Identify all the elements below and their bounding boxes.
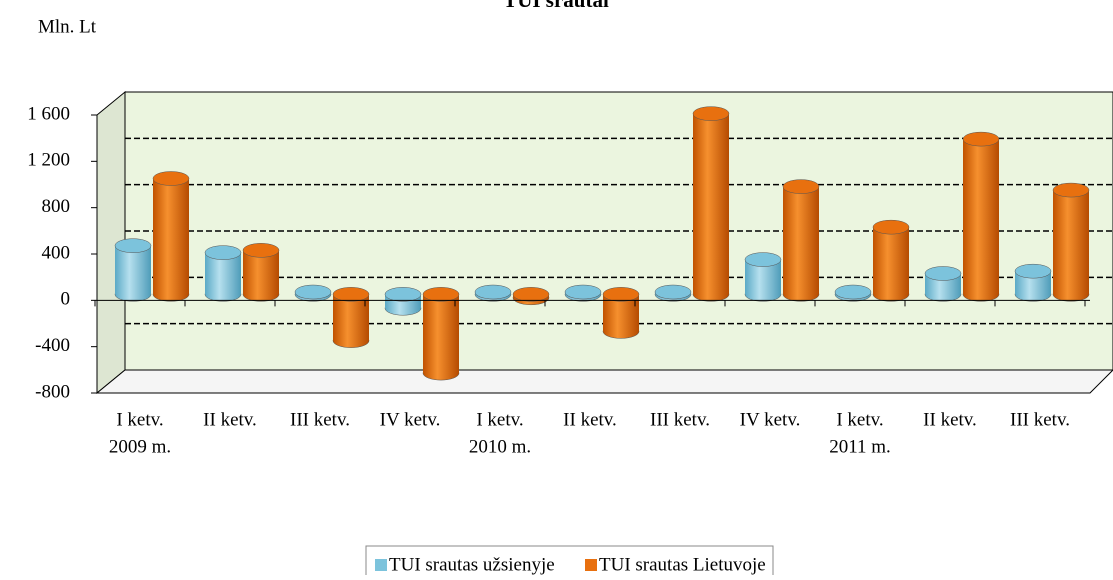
- bar-top: [564, 284, 602, 300]
- bar: [422, 287, 460, 381]
- bar-top: [512, 287, 550, 302]
- y-tick-label: 800: [42, 196, 71, 217]
- bar: [744, 252, 782, 302]
- legend-label: TUI srautas užsienyje: [389, 554, 555, 575]
- bar-body: [783, 186, 819, 295]
- x-tick-label: I ketv.: [836, 409, 883, 430]
- bar-top: [1014, 263, 1052, 279]
- bar: [152, 171, 190, 302]
- bar-top: [692, 106, 730, 121]
- grid: [125, 137, 1113, 325]
- bar-top: [1052, 182, 1090, 198]
- bar-top: [834, 284, 872, 300]
- bar-top: [654, 284, 692, 300]
- bar-top: [924, 266, 962, 281]
- bar: [962, 131, 1000, 302]
- bar: [692, 106, 730, 302]
- legend-box: [365, 545, 774, 580]
- x-tick-label: IV ketv.: [380, 409, 441, 430]
- bar-top: [474, 284, 512, 300]
- bar: [384, 287, 422, 316]
- y-axis-label: Mln. Lt: [38, 16, 97, 37]
- bar: [474, 284, 512, 302]
- bar-body: [153, 178, 189, 295]
- y-tick-label: 1 200: [27, 150, 70, 171]
- x-tick-label: II ketv.: [563, 409, 617, 430]
- x-tick-label: II ketv.: [923, 409, 977, 430]
- bar: [332, 287, 370, 348]
- bar-body: [963, 139, 999, 295]
- x-tick-label: IV ketv.: [740, 409, 801, 430]
- bar-body: [243, 250, 279, 295]
- bar-top: [242, 243, 280, 258]
- floor: [95, 369, 1113, 394]
- bar-top: [962, 131, 1000, 147]
- bar-top: [384, 287, 422, 302]
- bar-top: [294, 284, 332, 300]
- bar: [512, 287, 550, 306]
- y-tick-label: 0: [61, 289, 71, 310]
- bar-body: [873, 227, 909, 295]
- bar: [564, 284, 602, 302]
- x-group-label: 2010 m.: [469, 436, 531, 457]
- bar-top: [332, 287, 370, 302]
- bar: [294, 284, 332, 302]
- chart-title: TUI srautai: [503, 0, 609, 12]
- bar-body: [115, 245, 151, 295]
- x-tick-label: III ketv.: [290, 409, 350, 430]
- bar: [782, 179, 820, 302]
- bar: [834, 284, 872, 302]
- bar-body: [333, 294, 369, 341]
- legend-swatch: [585, 559, 597, 571]
- bar: [242, 243, 280, 302]
- bar: [1052, 182, 1090, 302]
- x-tick-label: I ketv.: [116, 409, 163, 430]
- bars: [114, 106, 1090, 381]
- bar-top: [152, 171, 190, 186]
- x-tick-label: II ketv.: [203, 409, 257, 430]
- y-tick-label: -800: [35, 381, 70, 402]
- bar-body: [423, 294, 459, 374]
- bar: [204, 245, 242, 302]
- x-tick-label: III ketv.: [1010, 409, 1070, 430]
- x-group-label: 2011 m.: [829, 436, 891, 457]
- bar: [1014, 263, 1052, 302]
- bar-top: [744, 252, 782, 267]
- bar-top: [114, 238, 152, 253]
- bar-top: [422, 287, 460, 302]
- legend-label: TUI srautas Lietuvoje: [599, 554, 766, 575]
- bar: [872, 219, 910, 302]
- x-tick-label: III ketv.: [650, 409, 710, 430]
- bar: [602, 287, 640, 339]
- bar: [924, 266, 962, 302]
- bar-top: [602, 287, 640, 302]
- y-tick-label: 1 600: [27, 103, 70, 124]
- bar: [114, 238, 152, 302]
- x-tick-label: I ketv.: [476, 409, 523, 430]
- bar: [654, 284, 692, 302]
- bar-top: [204, 245, 242, 260]
- bar-top: [782, 179, 820, 194]
- x-group-label: 2009 m.: [109, 436, 171, 457]
- y-tick-label: -400: [35, 335, 70, 356]
- y-tick-label: 400: [42, 242, 71, 263]
- legend-swatch: [375, 559, 387, 571]
- bar-body: [1053, 190, 1089, 295]
- bar-body: [693, 113, 729, 295]
- bar-top: [872, 219, 910, 235]
